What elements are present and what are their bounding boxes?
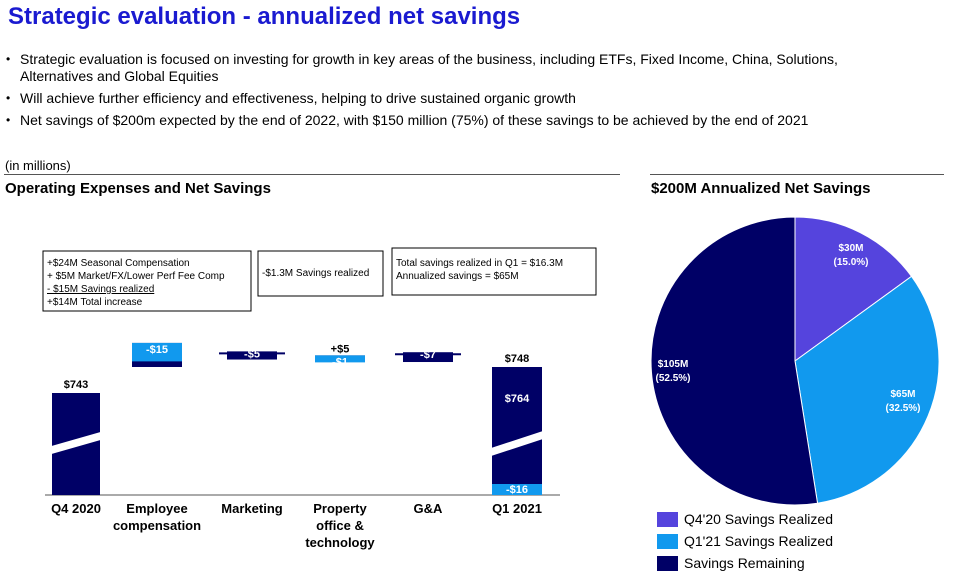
unit-note: (in millions) xyxy=(5,158,71,173)
annotation-text: + $5M Market/FX/Lower Perf Fee Comp xyxy=(47,271,225,282)
bullet-list: Strategic evaluation is focused on inves… xyxy=(6,51,886,134)
category-label: Q4 2020 xyxy=(51,501,101,516)
pie-chart-title: $200M Annualized Net Savings xyxy=(651,180,871,197)
waterfall-chart-title: Operating Expenses and Net Savings xyxy=(5,180,271,197)
category-label: Q1 2021 xyxy=(492,501,542,516)
pie-value-label: $65M xyxy=(890,389,915,400)
data-label: -$15 xyxy=(146,344,168,356)
annotation-box xyxy=(42,250,252,312)
bar-decrease xyxy=(315,355,365,363)
pie-legend: Q4'20 Savings Realized Q1'21 Savings Rea… xyxy=(657,508,833,574)
data-label: $748 xyxy=(505,353,529,365)
category-label: G&A xyxy=(414,501,444,516)
bullet-item: Will achieve further efficiency and effe… xyxy=(6,90,886,107)
data-label: $743 xyxy=(64,379,88,391)
category-label: office & xyxy=(316,518,364,533)
pie-pct-label: (32.5%) xyxy=(885,403,920,414)
page-title: Strategic evaluation - annualized net sa… xyxy=(8,3,521,30)
divider xyxy=(650,174,944,175)
legend-swatch xyxy=(657,511,678,527)
legend-label: Q4'20 Savings Realized xyxy=(684,511,833,527)
legend-item: Q4'20 Savings Realized xyxy=(657,508,833,530)
category-label: technology xyxy=(305,535,375,550)
category-label: Marketing xyxy=(221,501,282,516)
bar-end-q1-2021-savings xyxy=(492,484,542,495)
data-label: +$5 xyxy=(331,343,350,355)
pie-slice xyxy=(650,216,819,506)
divider xyxy=(4,174,620,175)
bar-decrease xyxy=(132,342,182,362)
data-label: -$1 xyxy=(332,356,348,368)
annotation-text: -$1.3M Savings realized xyxy=(262,268,369,279)
legend-swatch xyxy=(657,555,678,571)
legend-item: Q1'21 Savings Realized xyxy=(657,530,833,552)
legend-swatch xyxy=(657,533,678,549)
bullet-item: Strategic evaluation is focused on inves… xyxy=(6,51,886,85)
annotation-text: Annualized savings = $65M xyxy=(396,271,519,282)
axis-break xyxy=(48,431,104,455)
data-label: $764 xyxy=(505,393,530,405)
legend-item: Savings Remaining xyxy=(657,552,833,574)
legend-label: Savings Remaining xyxy=(684,555,805,571)
pie-slice xyxy=(794,275,940,504)
annotation-text: +$24M Seasonal Compensation xyxy=(47,258,190,269)
pie-slice xyxy=(794,216,913,362)
data-label: -$5 xyxy=(244,348,260,360)
bar-decrease xyxy=(227,351,277,360)
annotation-box xyxy=(257,250,384,297)
annotation-text: Total savings realized in Q1 = $16.3M xyxy=(396,258,563,269)
pie-value-label: $105M xyxy=(658,359,689,370)
legend-label: Q1'21 Savings Realized xyxy=(684,533,833,549)
bar-decrease xyxy=(403,352,453,363)
axis-break xyxy=(488,430,546,457)
pie-pct-label: (15.0%) xyxy=(833,257,868,268)
category-label: Employee xyxy=(126,501,187,516)
annotation-box xyxy=(391,247,597,296)
bar-end-q1-2021-gross xyxy=(492,367,542,484)
category-label: Property xyxy=(313,501,367,516)
annotation-text: - $15M Savings realized xyxy=(47,284,154,295)
data-label: -$7 xyxy=(420,349,436,361)
data-label: -$16 xyxy=(506,484,528,496)
bullet-item: Net savings of $200m expected by the end… xyxy=(6,112,886,129)
pie-pct-label: (52.5%) xyxy=(655,373,690,384)
pie-value-label: $30M xyxy=(838,243,863,254)
annotation-text: +$14M Total increase xyxy=(47,297,143,308)
category-label: compensation xyxy=(113,518,201,533)
